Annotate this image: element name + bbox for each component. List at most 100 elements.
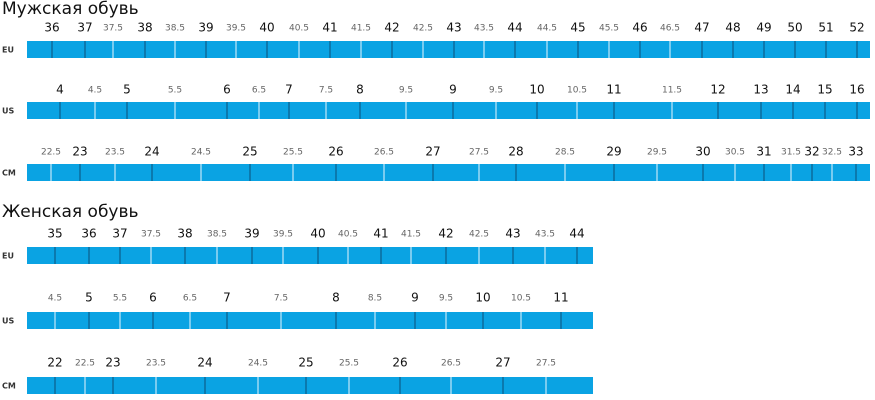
size-label: 26.5 — [374, 148, 394, 158]
size-label: 40 — [259, 21, 274, 35]
size-label: 4 — [56, 83, 64, 97]
size-label: 9.5 — [439, 294, 453, 304]
size-label: 44 — [569, 227, 584, 241]
size-label: 36 — [44, 21, 59, 35]
size-label: 9 — [411, 291, 419, 305]
size-label: 5.5 — [168, 86, 182, 96]
size-label: 42.5 — [413, 24, 433, 34]
size-label: 24 — [144, 145, 159, 159]
row-label: CM — [2, 169, 16, 178]
size-label: 45.5 — [599, 24, 619, 34]
size-label: 11 — [553, 291, 568, 305]
size-label: 24 — [197, 356, 212, 370]
size-label: 43.5 — [535, 230, 555, 240]
size-label: 27.5 — [469, 148, 489, 158]
size-bar — [27, 247, 593, 264]
size-label: 4.5 — [48, 294, 62, 304]
row-label: EU — [2, 46, 14, 55]
size-label: 7 — [223, 291, 231, 305]
row-label: US — [2, 107, 14, 116]
size-bar — [27, 102, 870, 119]
size-label: 23 — [105, 356, 120, 370]
size-label: 24.5 — [191, 148, 211, 158]
size-label: 12 — [710, 83, 725, 97]
size-label: 23 — [72, 145, 87, 159]
size-label: 8 — [332, 291, 340, 305]
size-label: 38.5 — [165, 24, 185, 34]
size-label: 47 — [694, 21, 709, 35]
size-label: 26 — [328, 145, 343, 159]
size-label: 41 — [322, 21, 337, 35]
size-label: 41.5 — [401, 230, 421, 240]
size-label: 39 — [244, 227, 259, 241]
size-label: 42 — [384, 21, 399, 35]
size-label: 37.5 — [103, 24, 123, 34]
size-label: 6.5 — [183, 294, 197, 304]
size-label: 9 — [449, 83, 457, 97]
size-label: 27 — [495, 356, 510, 370]
size-bar — [27, 312, 593, 329]
size-label: 29.5 — [647, 148, 667, 158]
size-label: 6 — [149, 291, 157, 305]
size-label: 45 — [570, 21, 585, 35]
size-label: 26.5 — [441, 359, 461, 369]
size-label: 44.5 — [537, 24, 557, 34]
size-label: 5 — [123, 83, 131, 97]
size-label: 52 — [849, 21, 864, 35]
size-label: 15 — [817, 83, 832, 97]
size-label: 39.5 — [273, 230, 293, 240]
size-label: 42 — [438, 227, 453, 241]
size-label: 11 — [606, 83, 621, 97]
size-label: 10.5 — [567, 86, 587, 96]
size-label: 48 — [725, 21, 740, 35]
size-label: 28.5 — [555, 148, 575, 158]
size-label: 9.5 — [489, 86, 503, 96]
row-label: CM — [2, 382, 16, 391]
size-label: 32.5 — [822, 148, 842, 158]
row-label: US — [2, 317, 14, 326]
size-label: 42.5 — [469, 230, 489, 240]
size-label: 7.5 — [274, 294, 288, 304]
size-label: 46 — [632, 21, 647, 35]
size-label: 23.5 — [146, 359, 166, 369]
size-label: 4.5 — [88, 86, 102, 96]
size-label: 11.5 — [662, 86, 682, 96]
size-label: 9.5 — [399, 86, 413, 96]
size-label: 5.5 — [113, 294, 127, 304]
size-label: 37.5 — [141, 230, 161, 240]
size-label: 32 — [804, 145, 819, 159]
size-label: 10 — [475, 291, 490, 305]
size-label: 43.5 — [474, 24, 494, 34]
size-label: 39 — [198, 21, 213, 35]
size-label: 23.5 — [105, 148, 125, 158]
size-label: 43 — [446, 21, 461, 35]
size-label: 28 — [508, 145, 523, 159]
size-label: 40.5 — [289, 24, 309, 34]
size-bar — [27, 164, 870, 181]
size-bar — [27, 377, 593, 394]
size-label: 38.5 — [207, 230, 227, 240]
size-label: 6.5 — [252, 86, 266, 96]
size-label: 7 — [285, 83, 293, 97]
size-label: 44 — [507, 21, 522, 35]
size-label: 22 — [47, 356, 62, 370]
size-label: 31 — [756, 145, 771, 159]
row-label: EU — [2, 252, 14, 261]
size-label: 22.5 — [41, 148, 61, 158]
size-label: 36 — [81, 227, 96, 241]
size-label: 25.5 — [283, 148, 303, 158]
size-label: 30 — [695, 145, 710, 159]
size-label: 25.5 — [339, 359, 359, 369]
size-label: 40.5 — [338, 230, 358, 240]
size-label: 27.5 — [536, 359, 556, 369]
size-label: 13 — [753, 83, 768, 97]
size-label: 35 — [47, 227, 62, 241]
section-title: Женская обувь — [2, 202, 139, 222]
size-label: 7.5 — [319, 86, 333, 96]
size-label: 38 — [177, 227, 192, 241]
size-label: 10 — [529, 83, 544, 97]
size-label: 22.5 — [75, 359, 95, 369]
size-label: 25 — [242, 145, 257, 159]
section-title: Мужская обувь — [2, 0, 139, 19]
